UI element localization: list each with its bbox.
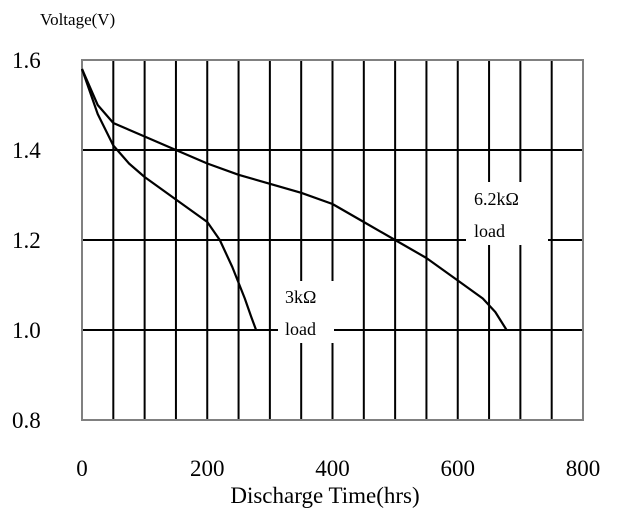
x-axis-title: Discharge Time(hrs): [230, 483, 419, 508]
series-line-1: [80, 68, 508, 331]
y-tick-label: 0.8: [12, 408, 41, 433]
plot-border: [81, 59, 584, 421]
label-layer: 0 200 400 600 800 0.8 1.0 1.2 1.4 1.6 3kΩ load 6.2kΩ…: [12, 48, 600, 481]
x-tick-label: 600: [441, 456, 476, 481]
series-line-0: [80, 68, 258, 331]
y-tick-label: 1.0: [12, 318, 41, 343]
y-tick-label: 1.4: [12, 138, 41, 163]
series-layer: [80, 68, 508, 331]
series-label-background: [466, 182, 548, 245]
x-tick-label: 800: [566, 456, 601, 481]
y-tick-label: 1.6: [12, 48, 41, 73]
x-tick-label: 0: [76, 456, 88, 481]
y-axis-title: Voltage(V): [40, 10, 115, 29]
x-tick-label: 200: [190, 456, 225, 481]
series-label-background: [278, 281, 334, 343]
y-tick-label: 1.2: [12, 228, 41, 253]
series-label-line: 3kΩ: [285, 287, 316, 307]
series-label-line: 6.2kΩ: [474, 189, 519, 209]
x-tick-label: 400: [315, 456, 350, 481]
series-label-line: load: [474, 221, 505, 241]
series-label-line: load: [285, 319, 316, 339]
